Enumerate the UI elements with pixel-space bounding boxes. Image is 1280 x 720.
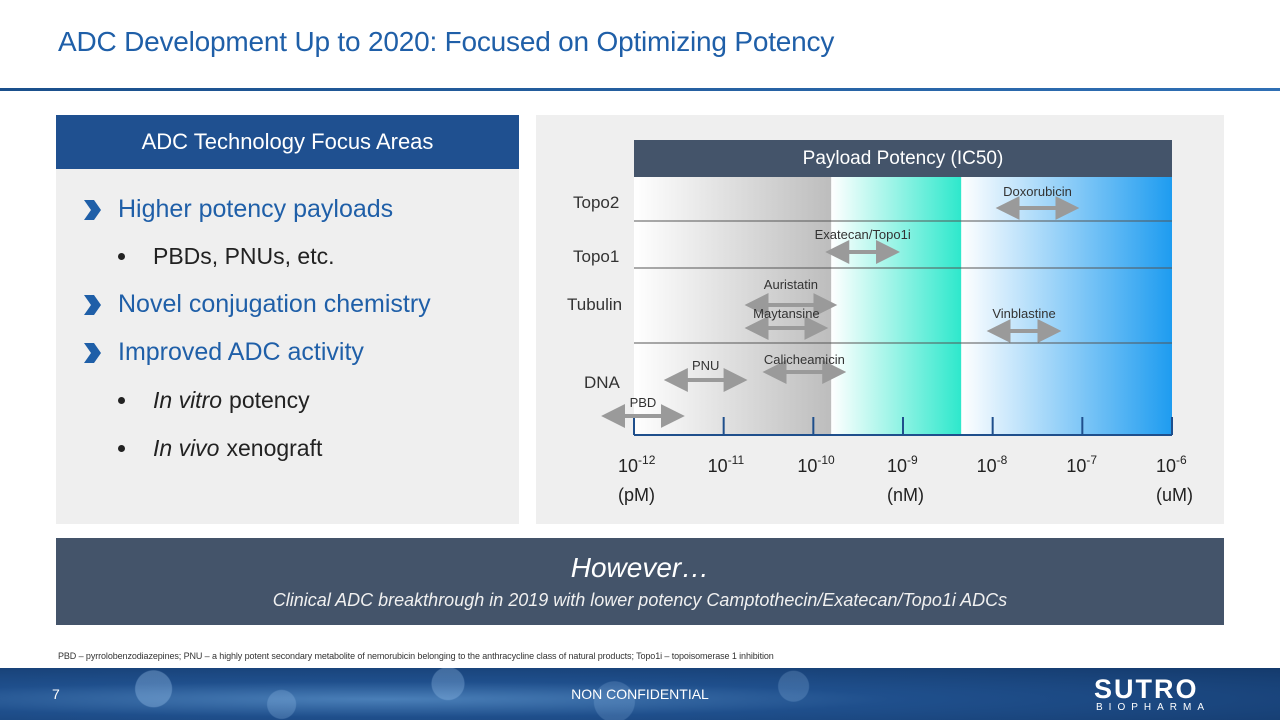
list-item: In vitro potency	[118, 387, 310, 414]
list-item: Improved ADC activity	[82, 338, 364, 367]
however-title: However…	[570, 552, 710, 583]
focus-areas-panel: ADC Technology Focus Areas Higher potenc…	[56, 115, 519, 524]
x-tick-label: 10-7	[1066, 453, 1098, 476]
payload-label: PBD	[629, 395, 657, 410]
list-item-text: Higher potency payloads	[118, 195, 394, 223]
logo-main: SUTRO	[1094, 674, 1199, 704]
payload-label: Maytansine	[753, 306, 820, 321]
payload-label: Vinblastine	[992, 306, 1056, 321]
however-subtitle: Clinical ADC breakthrough in 2019 with l…	[272, 590, 1008, 610]
potency-chart	[601, 177, 1173, 436]
page-number: 7	[52, 686, 60, 702]
bullet-icon	[118, 445, 125, 452]
list-item-text: potency	[229, 387, 310, 413]
bullet-icon	[118, 397, 125, 404]
bullet-icon	[118, 253, 125, 260]
category-label: Topo2	[573, 193, 620, 212]
list-item-italic: In vitro	[153, 387, 223, 413]
chevron-right-icon	[84, 199, 101, 220]
potency-bands	[634, 177, 1172, 435]
company-logo: SUTRO BIOPHARMA	[1094, 676, 1210, 714]
footer-texture	[0, 668, 1280, 720]
x-tick-label: 10-6	[1156, 453, 1187, 476]
confidentiality-label: NON CONFIDENTIAL	[571, 686, 709, 702]
payload-label: Auristatin	[763, 277, 819, 292]
category-label: DNA	[584, 373, 620, 392]
x-tick-label: 10-10	[797, 453, 835, 476]
x-unit-label: (pM)	[618, 485, 655, 505]
list-item: Higher potency payloads	[82, 195, 393, 224]
band-um	[961, 177, 1172, 435]
payload-ranges	[601, 196, 1080, 428]
payload-label: PNU	[691, 358, 720, 373]
focus-areas-header: ADC Technology Focus Areas	[56, 115, 519, 169]
list-item-text: Improved ADC activity	[118, 338, 364, 366]
chevron-right-icon	[84, 294, 101, 315]
x-tick-label: 10-12	[618, 453, 656, 476]
x-unit-label: (nM)	[887, 485, 924, 505]
payload-label: Exatecan/Topo1i	[814, 227, 911, 242]
payload-label: Doxorubicin	[1003, 184, 1072, 199]
list-item-text: xenograft	[226, 435, 323, 461]
band-nm	[831, 177, 962, 435]
footnote: PBD – pyrrolobenzodiazepines; PNU – a hi…	[58, 651, 774, 661]
list-item: Novel conjugation chemistry	[82, 290, 431, 319]
slide-title: ADC Development Up to 2020: Focused on O…	[58, 26, 835, 57]
footer	[0, 668, 1280, 720]
category-dividers	[634, 220, 1172, 344]
x-tick-label: 10-11	[707, 453, 745, 476]
list-item: PBDs, PNUs, etc.	[118, 243, 334, 270]
list-item-text: Novel conjugation chemistry	[118, 290, 431, 318]
x-tick-label: 10-9	[887, 453, 918, 476]
list-item-text: PBDs, PNUs, etc.	[153, 243, 335, 269]
however-banner: However… Clinical ADC breakthrough in 20…	[56, 538, 1224, 625]
payload-label: Calicheamicin	[763, 352, 845, 367]
chart-title: Payload Potency (IC50)	[634, 140, 1172, 177]
title-rule	[0, 88, 1280, 91]
x-unit-label: (uM)	[1156, 485, 1193, 505]
x-tick-label: 10-8	[976, 453, 1008, 476]
category-label: Tubulin	[567, 295, 623, 314]
logo-sub: BIOPHARMA	[1096, 702, 1211, 713]
category-label: Topo1	[573, 247, 620, 266]
chevron-right-icon	[84, 342, 101, 363]
list-item-italic: In vivo	[153, 435, 220, 461]
list-item: In vivo xenograft	[118, 435, 322, 462]
